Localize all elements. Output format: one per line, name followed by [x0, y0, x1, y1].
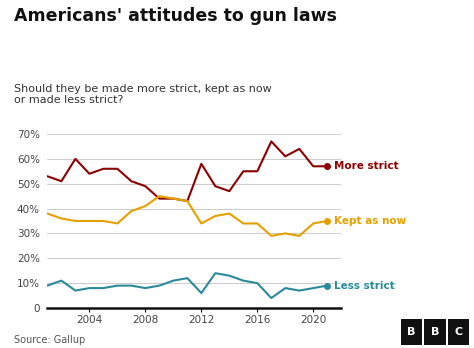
Text: B: B [431, 327, 439, 337]
Text: Less strict: Less strict [334, 280, 395, 291]
Text: C: C [455, 327, 463, 337]
Text: Source: Gallup: Source: Gallup [14, 334, 85, 345]
Text: More strict: More strict [334, 161, 399, 171]
Text: Americans' attitudes to gun laws: Americans' attitudes to gun laws [14, 7, 337, 25]
Text: B: B [407, 327, 415, 337]
Text: Should they be made more strict, kept as now
or made less strict?: Should they be made more strict, kept as… [14, 84, 272, 105]
Text: Kept as now: Kept as now [334, 216, 407, 226]
